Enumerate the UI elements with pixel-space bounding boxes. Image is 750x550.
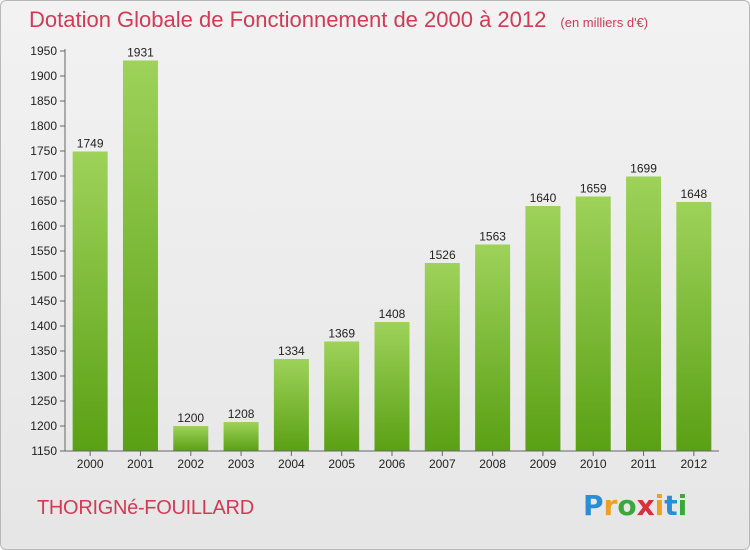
chart-title-text: Dotation Globale de Fonctionnement de 20… <box>29 7 547 32</box>
bar-2009 <box>525 206 561 451</box>
y-tick-label: 1400 <box>30 319 57 333</box>
bar-2003 <box>223 422 259 451</box>
logo-letter: t <box>664 489 678 522</box>
y-tick-label: 1950 <box>30 44 57 58</box>
x-tick-label-2006: 2006 <box>379 457 406 471</box>
bar-2005 <box>324 341 360 451</box>
value-label-2001: 1931 <box>127 46 154 60</box>
bar-2002 <box>173 426 209 451</box>
bar-2004 <box>273 359 309 451</box>
value-label-2009: 1640 <box>530 191 557 205</box>
y-tick-label: 1500 <box>30 269 57 283</box>
value-label-2008: 1563 <box>479 230 506 244</box>
commune-name: THORIGNé-FOUILLARD <box>37 497 254 519</box>
value-label-2004: 1334 <box>278 344 305 358</box>
x-tick-label-2009: 2009 <box>530 457 557 471</box>
x-tick-label-2007: 2007 <box>429 457 456 471</box>
y-tick-label: 1900 <box>30 69 57 83</box>
y-tick-label: 1200 <box>30 419 57 433</box>
labels-layer: 2000 1749 2001 1931 2002 1200 2003 1208 2004 1334… <box>77 46 708 472</box>
y-tick-label: 1450 <box>30 294 57 308</box>
y-tick-label: 1150 <box>31 444 57 458</box>
chart-subtitle: (en milliers d'€) <box>560 15 649 30</box>
axes-layer: 1150 1200 1250 1300 1350 1400 1450 1500 1550 1600… <box>30 44 719 458</box>
y-tick-label: 1850 <box>30 94 57 108</box>
y-tick-label: 1650 <box>30 194 57 208</box>
y-tick-label: 1700 <box>30 169 57 183</box>
y-tick-label: 1600 <box>30 219 57 233</box>
x-tick-label-2005: 2005 <box>328 457 355 471</box>
x-tick-label-2010: 2010 <box>580 457 607 471</box>
y-tick-label: 1300 <box>30 369 57 383</box>
bar-2008 <box>475 244 511 451</box>
logo-letter: x <box>636 489 655 522</box>
value-label-2011: 1699 <box>630 162 657 176</box>
value-label-2003: 1208 <box>228 407 255 421</box>
value-label-2012: 1648 <box>680 187 707 201</box>
y-tick-label: 1250 <box>30 394 57 408</box>
value-label-2007: 1526 <box>429 248 456 262</box>
bar-2011 <box>626 176 662 451</box>
x-tick-label-2011: 2011 <box>631 457 657 471</box>
bars-layer <box>72 60 712 451</box>
value-label-2000: 1749 <box>77 137 104 151</box>
y-tick-label: 1550 <box>30 244 57 258</box>
bar-2006 <box>374 322 410 451</box>
x-tick-label-2000: 2000 <box>77 457 104 471</box>
x-tick-label-2012: 2012 <box>680 457 707 471</box>
x-tick-label-2008: 2008 <box>479 457 506 471</box>
logo-letter: i <box>677 489 688 522</box>
bar-2010 <box>575 196 611 451</box>
bar-2012 <box>676 202 712 451</box>
y-tick-label: 1750 <box>30 144 57 158</box>
logo-letter: i <box>654 489 665 522</box>
y-tick-label: 1800 <box>30 119 57 133</box>
value-label-2010: 1659 <box>580 182 607 196</box>
value-label-2002: 1200 <box>177 411 204 425</box>
bar-2000 <box>72 151 108 451</box>
x-tick-label-2001: 2001 <box>127 457 154 471</box>
y-tick-label: 1350 <box>30 344 57 358</box>
logo-letter: o <box>617 489 637 522</box>
logo-letter: P <box>583 489 604 522</box>
bar-2007 <box>424 263 460 451</box>
proxiti-logo: Proxiti <box>583 489 687 522</box>
x-tick-label-2002: 2002 <box>177 457 204 471</box>
x-tick-label-2004: 2004 <box>278 457 305 471</box>
value-label-2005: 1369 <box>328 327 355 341</box>
bar-2001 <box>122 60 158 451</box>
chart-title: Dotation Globale de Fonctionnement de 20… <box>29 7 648 33</box>
x-tick-label-2003: 2003 <box>228 457 255 471</box>
value-label-2006: 1408 <box>379 307 406 321</box>
logo-letter: r <box>603 489 618 522</box>
